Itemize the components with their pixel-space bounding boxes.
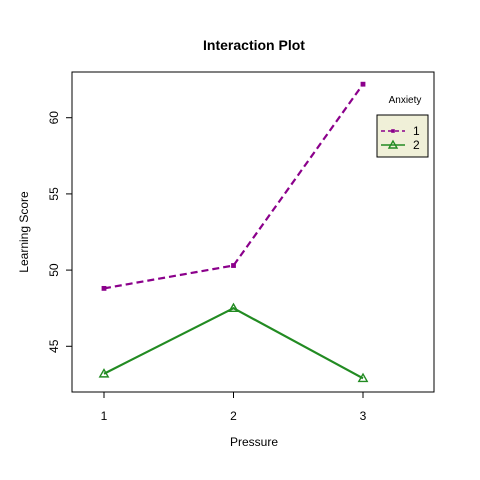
- series-line-2: [103, 306, 364, 380]
- legend-box: [376, 114, 429, 158]
- legend-marker-1: [391, 129, 395, 133]
- data-point-series-1: [101, 285, 107, 291]
- legend-label-2: 2: [413, 138, 420, 152]
- x-tick-label: 3: [360, 409, 367, 423]
- y-tick-label: 55: [47, 187, 61, 201]
- data-point-series-1: [360, 81, 366, 87]
- chart-title: Interaction Plot: [203, 37, 305, 53]
- y-axis-label: Learning Score: [17, 191, 31, 273]
- data-point-series-2: [357, 372, 369, 383]
- series-layer: [98, 81, 369, 383]
- series-line-1: [103, 83, 364, 290]
- x-axis-label: Pressure: [230, 435, 278, 449]
- legend-label-1: 1: [413, 124, 420, 138]
- y-tick-label: 50: [47, 263, 61, 277]
- data-point-series-1: [231, 263, 236, 268]
- y-tick-label: 60: [47, 111, 61, 125]
- x-tick-label: 2: [230, 409, 237, 423]
- data-point-series-2: [98, 368, 110, 378]
- plot-area-frame: [71, 71, 435, 393]
- x-axis: 1 2 3: [101, 392, 367, 423]
- y-tick-label: 45: [47, 339, 61, 353]
- x-tick-label: 1: [101, 409, 108, 423]
- data-point-series-2: [228, 302, 239, 313]
- legend-marker-2: [387, 139, 399, 149]
- y-axis: 45 50 55 60: [47, 111, 72, 353]
- legend-title: Anxiety: [389, 95, 422, 106]
- legend: 12: [376, 114, 429, 158]
